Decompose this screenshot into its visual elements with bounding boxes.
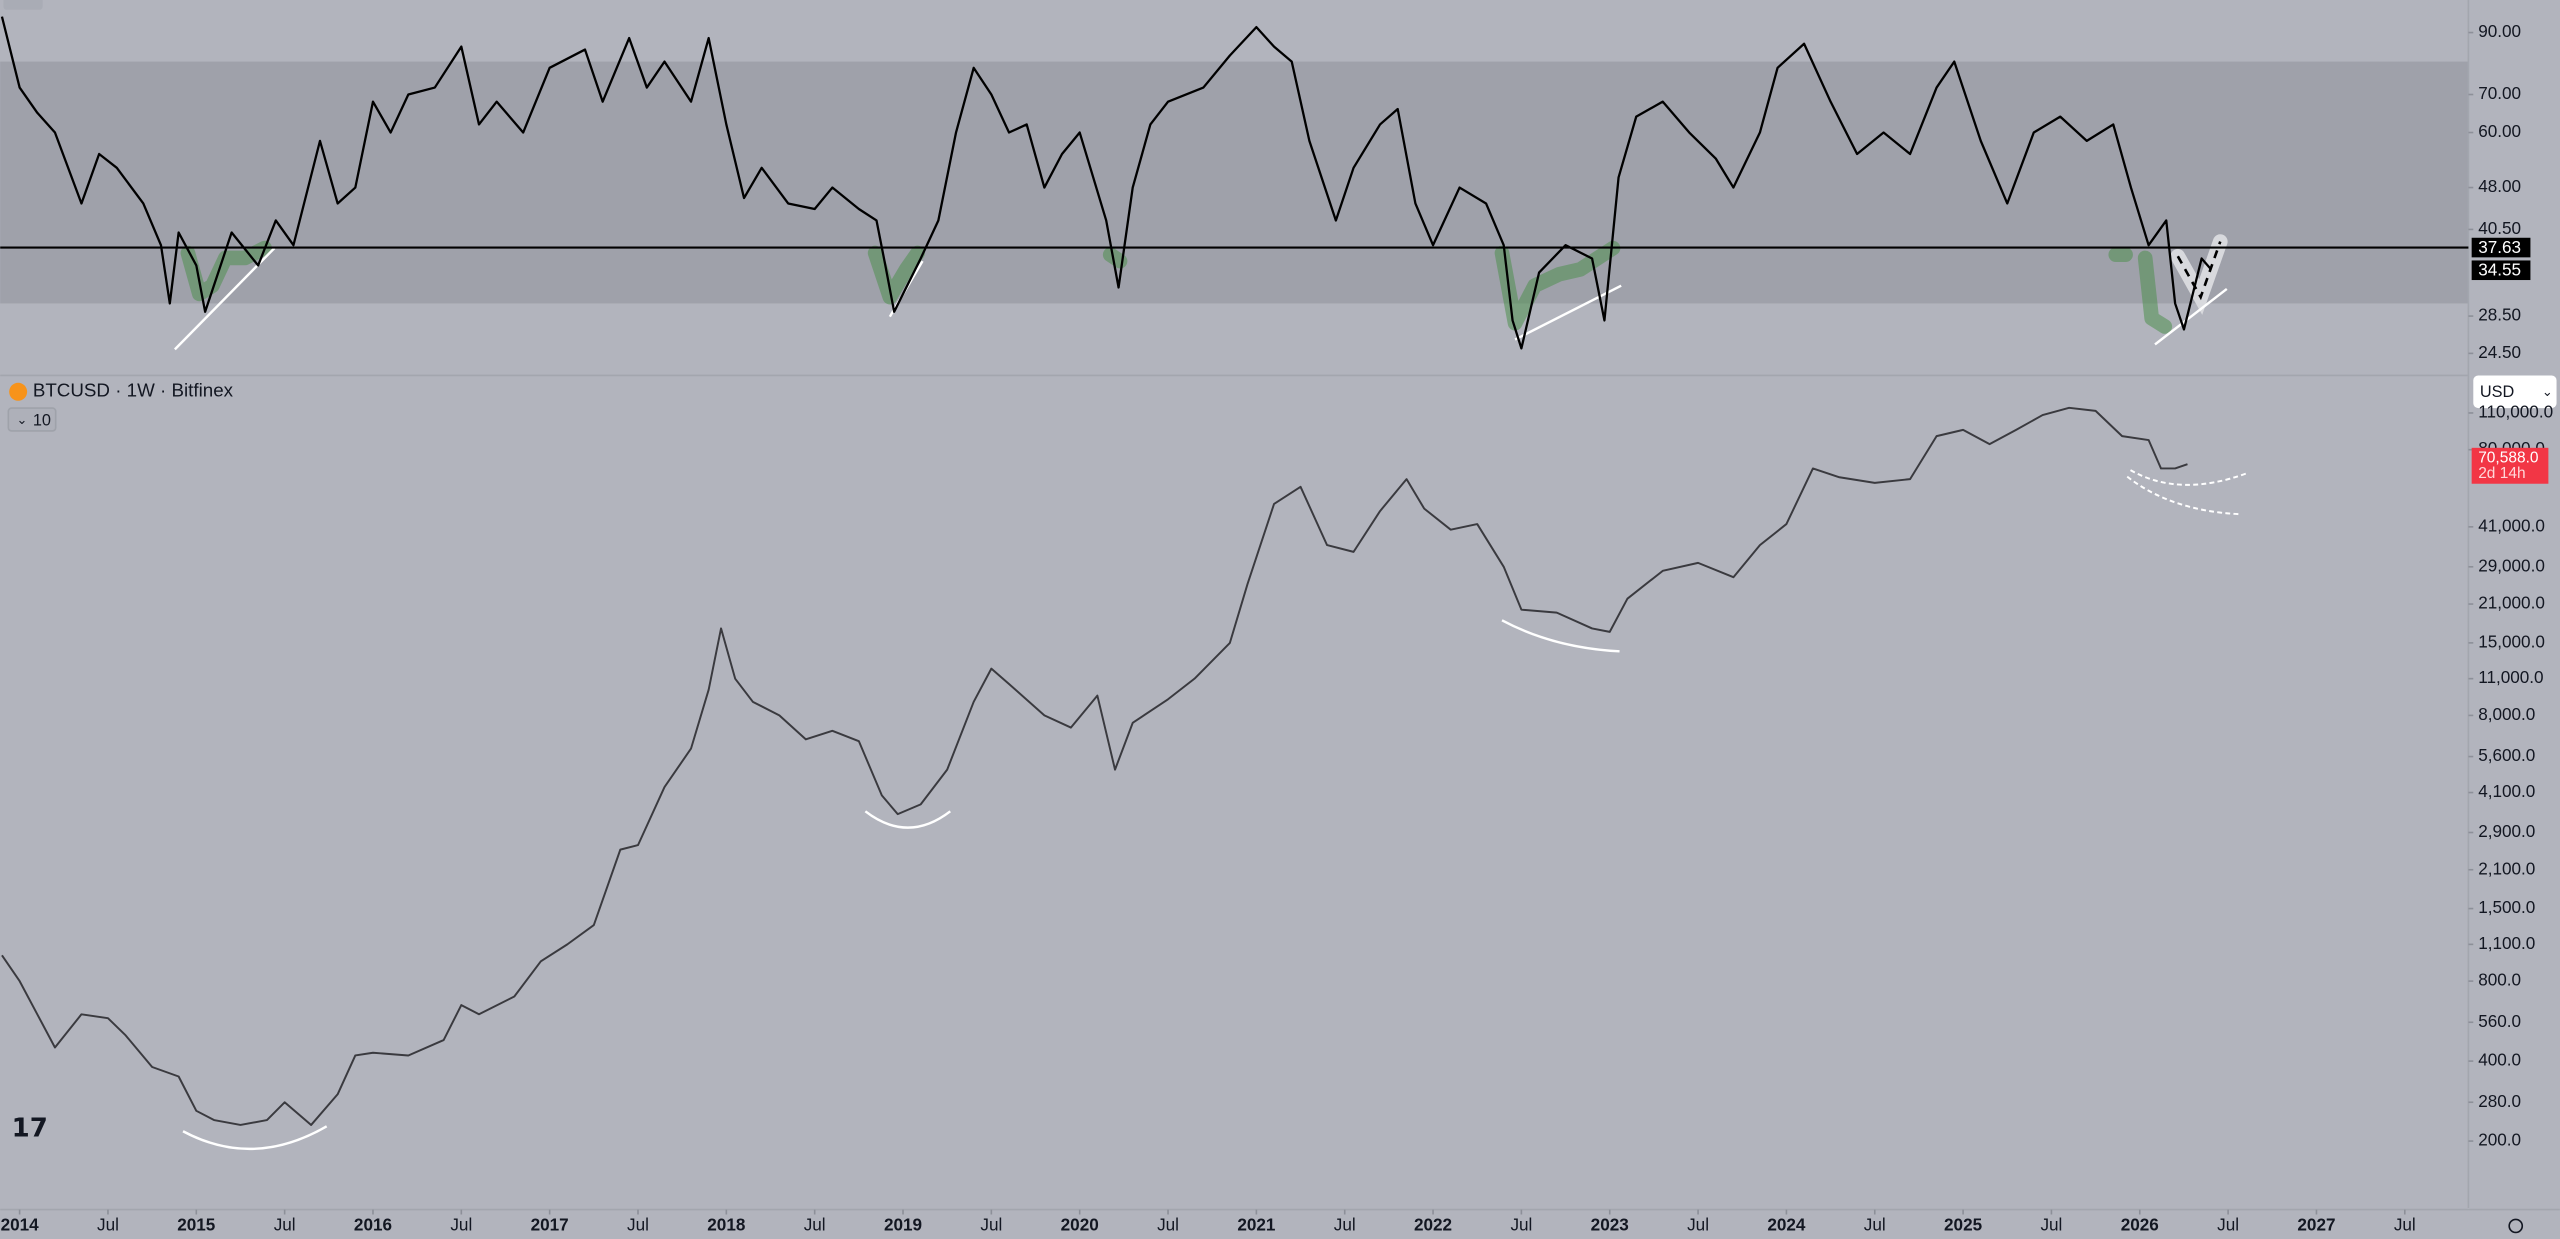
indicator-count: 10 — [33, 411, 51, 429]
x-tick-label: 2022 — [1414, 1214, 1452, 1234]
x-tick-label: Jul — [627, 1214, 649, 1234]
highlight — [1494, 240, 1621, 331]
logo: 𝟭𝟳 — [12, 1113, 48, 1143]
rsi-band — [0, 61, 2469, 304]
chevron: ⌄ — [17, 412, 28, 427]
y-tick-label: 2,100.0 — [2478, 858, 2535, 878]
last-value-label: 34.55 — [2478, 260, 2521, 280]
x-tick-label: Jul — [1334, 1214, 1356, 1234]
hline-badge-label: 37.63 — [2478, 237, 2521, 257]
trendline — [2154, 287, 2228, 346]
last-value-badge — [2471, 260, 2531, 281]
y-tick-label: 15,000.0 — [2478, 631, 2545, 651]
x-tick-label: Jul — [97, 1214, 119, 1234]
arc — [182, 1125, 328, 1151]
symbol-icon — [9, 382, 28, 401]
arc — [864, 810, 951, 829]
hline-badge — [2471, 237, 2531, 258]
x-tick-label: 2015 — [177, 1214, 216, 1234]
y-tick-label: 21,000.0 — [2478, 593, 2545, 613]
x-tick-label: Jul — [2394, 1214, 2416, 1234]
x-tick-label: 2019 — [884, 1214, 922, 1234]
y-tick-label: 24.50 — [2478, 342, 2521, 362]
countdown-label: 2d 14h — [2478, 465, 2525, 482]
x-tick-label: Jul — [1687, 1214, 1709, 1234]
y-tick-label: 40.50 — [2478, 218, 2521, 238]
x-tick-label: Jul — [2217, 1214, 2239, 1234]
trendline — [1514, 284, 1622, 341]
y-tick-label: 280.0 — [2478, 1091, 2521, 1111]
x-tick-label: 2025 — [1944, 1214, 1983, 1234]
x-tick-label: 2017 — [531, 1214, 569, 1234]
x-tick-label: 2027 — [2297, 1214, 2335, 1234]
currency-select[interactable] — [2473, 375, 2557, 409]
x-tick-label: 2021 — [1237, 1214, 1276, 1234]
x-tick-label: 2020 — [1061, 1214, 1099, 1234]
y-tick-label: 200.0 — [2478, 1130, 2521, 1150]
y-tick-label: 4,100.0 — [2478, 781, 2535, 801]
x-tick-label: 2024 — [1767, 1214, 1806, 1234]
y-tick-label: 70.00 — [2478, 83, 2521, 103]
x-tick-label: Jul — [804, 1214, 826, 1234]
y-tick-label: 48.00 — [2478, 176, 2521, 196]
highlight — [867, 245, 925, 305]
series-line — [0, 16, 2212, 350]
x-tick-label: Jul — [1510, 1214, 1532, 1234]
band-layer — [0, 61, 2469, 304]
y-tick-label: 8,000.0 — [2478, 704, 2535, 724]
y-tick-label: 60.00 — [2478, 121, 2521, 141]
y-tick-label: 11,000.0 — [2478, 667, 2543, 687]
series-line — [1, 406, 2188, 1126]
x-tick-label: Jul — [980, 1214, 1002, 1234]
x-tick-label: Jul — [274, 1214, 296, 1234]
settings-icon[interactable] — [2508, 1218, 2524, 1234]
currency-label: USD — [2480, 383, 2514, 401]
y-tick-label: 560.0 — [2478, 1011, 2521, 1031]
y-tick-label: 1,100.0 — [2478, 933, 2535, 953]
x-tick-label: 2023 — [1591, 1214, 1629, 1234]
highlight — [2108, 247, 2173, 334]
price-badge-label: 70,588.0 — [2478, 450, 2539, 467]
x-tick-label: 2014 — [1, 1214, 40, 1234]
y-tick-label: 29,000.0 — [2478, 555, 2545, 575]
y-tick-label: 2,900.0 — [2478, 821, 2535, 841]
arc-dashed — [2126, 475, 2240, 516]
indicator-toggle[interactable] — [7, 407, 57, 432]
x-tick-label: 2018 — [707, 1214, 745, 1234]
y-tick-label: 28.50 — [2478, 305, 2521, 325]
symbol-title: BTCUSD · 1W · Bitfinex — [33, 380, 234, 401]
x-tick-label: 2026 — [2121, 1214, 2159, 1234]
y-tick-label: 800.0 — [2478, 970, 2521, 990]
y-tick-label: 5,600.0 — [2478, 745, 2535, 765]
y-tick-label: 41,000.0 — [2478, 515, 2545, 535]
x-tick-label: Jul — [1157, 1214, 1179, 1234]
x-tick-label: 2016 — [354, 1214, 392, 1234]
x-tick-label: Jul — [2040, 1214, 2062, 1234]
arc-dashed — [2130, 469, 2247, 486]
y-tick-label: 400.0 — [2478, 1050, 2521, 1070]
y-tick-label: 90.00 — [2478, 21, 2521, 41]
x-tick-label: Jul — [1864, 1214, 1886, 1234]
projection — [2176, 241, 2222, 301]
y-tick-label: 110,000.0 — [2478, 401, 2553, 421]
price-badge — [2471, 447, 2549, 484]
y-tick-label: 1,500.0 — [2478, 897, 2535, 917]
x-tick-label: Jul — [450, 1214, 472, 1234]
chevron: ⌄ — [2542, 384, 2553, 399]
arc — [1501, 619, 1620, 653]
collapse-button[interactable] — [3, 0, 43, 10]
